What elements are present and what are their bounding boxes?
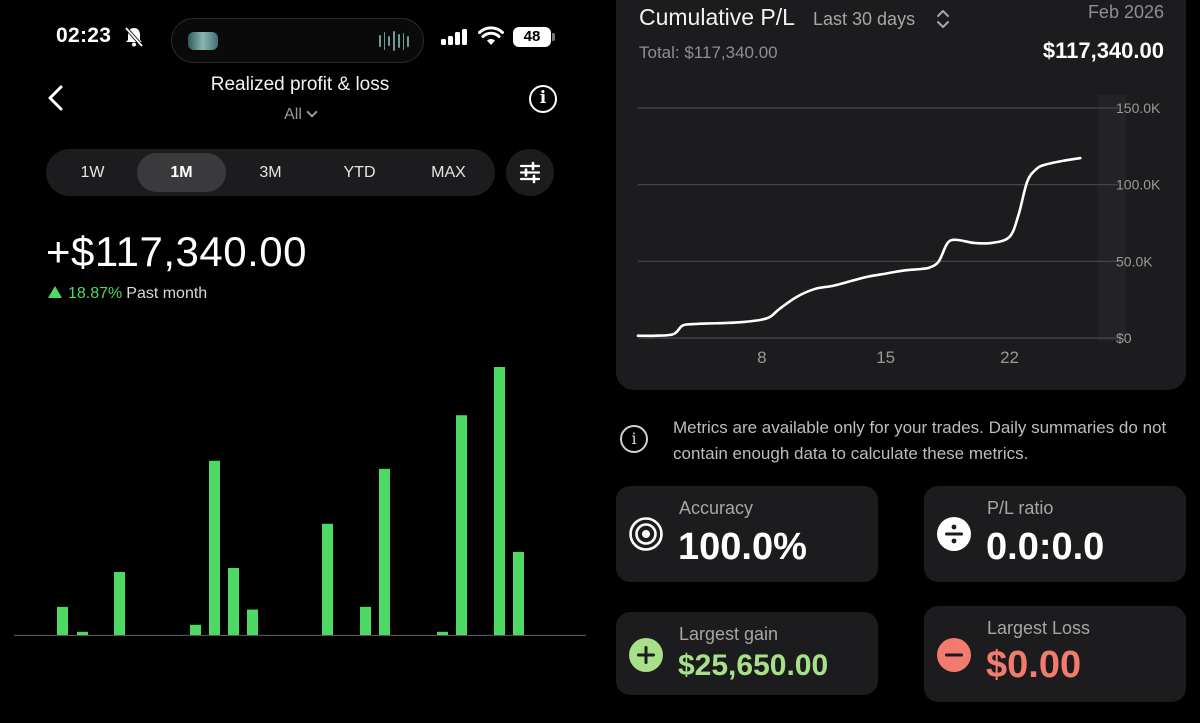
minus-circle-icon bbox=[937, 638, 971, 672]
pnl-panel: 02:23 48 Realized profit & bbox=[0, 18, 600, 636]
daily-bar[interactable] bbox=[57, 606, 68, 635]
daily-bar[interactable] bbox=[360, 606, 371, 635]
account-filter-label: All bbox=[284, 106, 302, 123]
sliders-icon bbox=[519, 161, 541, 184]
page-title: Realized profit & loss bbox=[210, 74, 390, 95]
status-bar: 02:23 48 bbox=[0, 18, 600, 63]
now-playing-artwork bbox=[188, 32, 218, 50]
daily-bar[interactable] bbox=[322, 523, 333, 635]
accuracy-label: Accuracy bbox=[679, 498, 754, 518]
pl-ratio-label: P/L ratio bbox=[987, 498, 1054, 518]
daily-bar[interactable] bbox=[190, 624, 201, 635]
dynamic-island[interactable] bbox=[171, 18, 424, 63]
daily-bar[interactable] bbox=[379, 468, 390, 635]
daily-bar[interactable] bbox=[228, 568, 239, 635]
target-icon bbox=[629, 517, 663, 551]
daily-bar[interactable] bbox=[77, 631, 88, 635]
cumulative-pl-line-chart[interactable]: 150.0K 100.0K 50.0K $0 8 15 22 bbox=[620, 95, 1180, 380]
pl-ratio-card: P/L ratio 0.0:0.0 bbox=[924, 486, 1186, 582]
chevron-down-icon bbox=[306, 106, 318, 118]
largest-gain-label: Largest gain bbox=[679, 624, 779, 644]
info-circle-icon: i bbox=[620, 425, 648, 453]
y-tick-label: 100.0K bbox=[1116, 177, 1161, 193]
y-tick-label: 50.0K bbox=[1116, 253, 1153, 269]
wifi-icon bbox=[478, 26, 504, 45]
x-tick-label: 8 bbox=[757, 348, 766, 367]
cellular-signal-icon bbox=[441, 29, 467, 45]
cumulative-pl-card bbox=[616, 0, 1186, 390]
battery-tip bbox=[552, 33, 555, 41]
chart-month-label: Feb 2026 bbox=[1087, 2, 1164, 22]
daily-bar[interactable] bbox=[494, 367, 505, 635]
metrics-notice: Metrics are available only for your trad… bbox=[673, 418, 1167, 463]
daily-bar[interactable] bbox=[114, 572, 125, 635]
daily-bar[interactable] bbox=[456, 415, 467, 635]
x-tick-label: 15 bbox=[876, 348, 895, 367]
largest-loss-label: Largest Loss bbox=[987, 618, 1091, 638]
cumulative-pl-title: Cumulative P/L bbox=[639, 4, 795, 30]
range-1m[interactable]: 1M bbox=[137, 153, 226, 192]
largest-gain-value: $25,650.00 bbox=[678, 649, 829, 682]
largest-loss-value: $0.00 bbox=[986, 644, 1082, 686]
account-filter-dropdown[interactable]: All bbox=[250, 106, 350, 124]
range-1w[interactable]: 1W bbox=[80, 164, 105, 181]
daily-bar[interactable] bbox=[247, 609, 258, 635]
daily-bar[interactable] bbox=[513, 551, 524, 635]
change-percent: 18.87% bbox=[68, 285, 123, 302]
back-chevron-icon[interactable] bbox=[44, 84, 68, 112]
filter-settings-button[interactable] bbox=[506, 149, 554, 196]
cumulative-pl-series bbox=[636, 156, 1082, 338]
largest-loss-card: Largest Loss $0.00 bbox=[924, 606, 1186, 702]
current-day-highlight bbox=[1098, 95, 1126, 341]
x-tick-label: 22 bbox=[1000, 348, 1019, 367]
pl-ratio-value: 0.0:0.0 bbox=[986, 526, 1105, 568]
up-triangle-icon bbox=[48, 286, 62, 298]
largest-gain-card: Largest gain $25,650.00 bbox=[616, 612, 878, 695]
chevron-up-down-icon[interactable] bbox=[935, 8, 951, 30]
range-ytd[interactable]: YTD bbox=[343, 164, 376, 181]
plus-circle-icon bbox=[629, 638, 663, 672]
accuracy-card: Accuracy 100.0% bbox=[616, 486, 878, 582]
bell-muted-icon bbox=[124, 26, 144, 48]
y-tick-label: 150.0K bbox=[1116, 100, 1161, 116]
period-selector[interactable]: Last 30 days bbox=[813, 9, 916, 29]
daily-bar[interactable] bbox=[209, 460, 220, 635]
daily-pnl-bar-chart bbox=[14, 367, 586, 636]
pnl-change: 18.87% Past month bbox=[48, 285, 207, 303]
daily-bar[interactable] bbox=[437, 631, 448, 635]
info-icon[interactable]: i bbox=[529, 85, 557, 113]
total-label: Total: $117,340.00 bbox=[639, 43, 778, 62]
total-value: $117,340.00 bbox=[1042, 38, 1164, 63]
change-period: Past month bbox=[126, 285, 208, 302]
range-3m[interactable]: 3M bbox=[259, 164, 282, 181]
audio-waveform-icon bbox=[379, 31, 410, 51]
range-selector: 1W 1M 3M YTD MAX bbox=[46, 149, 495, 196]
total-pnl-amount: +$117,340.00 bbox=[46, 228, 307, 275]
battery-indicator: 48 bbox=[513, 27, 551, 47]
accuracy-value: 100.0% bbox=[678, 526, 807, 568]
range-max[interactable]: MAX bbox=[431, 164, 466, 181]
y-tick-label: $0 bbox=[1116, 330, 1132, 346]
divide-icon bbox=[937, 517, 971, 551]
status-time: 02:23 bbox=[56, 24, 112, 47]
